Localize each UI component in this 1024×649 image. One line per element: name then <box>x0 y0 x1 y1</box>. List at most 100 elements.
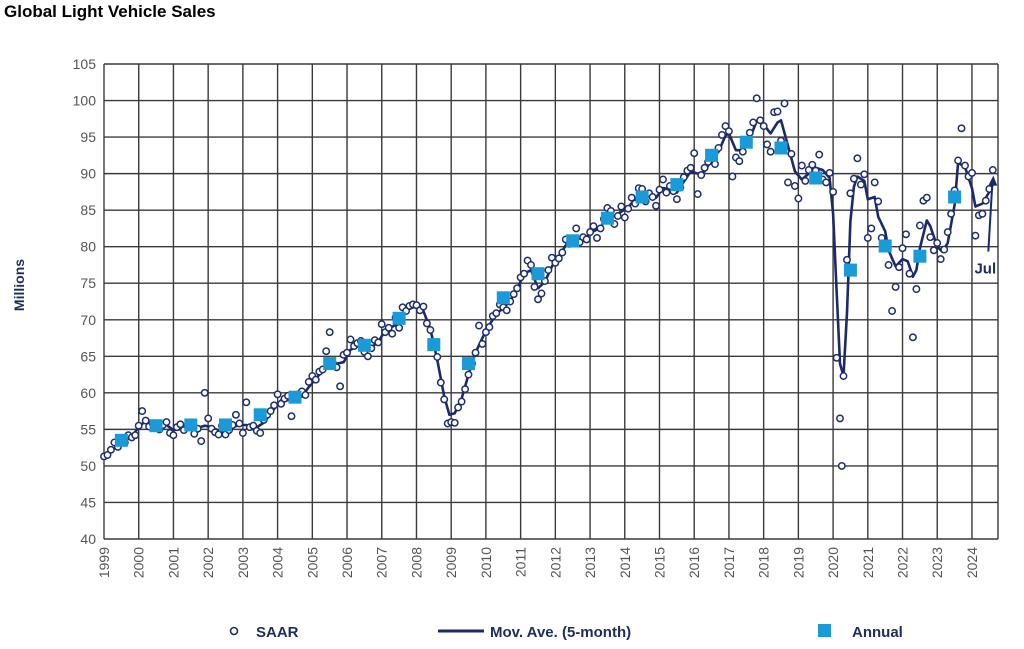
x-tick-label: 2002 <box>200 547 216 578</box>
saar-point <box>256 429 265 437</box>
saar-point <box>106 445 115 454</box>
y-tick-label: 85 <box>80 202 96 218</box>
saar-point <box>936 255 945 264</box>
annotation-label: Jul <box>974 261 996 278</box>
saar-point <box>558 248 567 257</box>
x-tick-label: 2008 <box>408 547 424 578</box>
legend-saar-marker <box>229 626 239 636</box>
annual-point <box>635 190 649 204</box>
saar-point <box>627 193 636 202</box>
saar-point <box>613 212 622 220</box>
annual-point <box>219 418 232 432</box>
saar-point <box>718 130 726 139</box>
saar-point <box>197 437 206 446</box>
saar-point <box>273 390 282 399</box>
saar-point <box>287 412 296 421</box>
saar-point <box>735 157 744 166</box>
saar-point <box>464 370 473 379</box>
saar-point <box>763 140 772 149</box>
y-tick-label: 60 <box>80 385 96 401</box>
saar-point <box>836 414 844 423</box>
annual-point <box>253 408 267 422</box>
saar-point <box>863 233 872 242</box>
saar-point <box>874 197 883 206</box>
saar-point <box>860 170 869 179</box>
saar-point <box>346 335 355 344</box>
saar-point <box>162 418 171 427</box>
saar-point <box>912 285 921 294</box>
annual-point <box>114 433 128 447</box>
saar-point <box>837 461 846 470</box>
x-tick-label: 2004 <box>270 547 286 578</box>
annual-point <box>913 249 927 263</box>
saar-point <box>902 230 910 239</box>
annual-point <box>288 390 302 404</box>
saar-point <box>898 244 907 253</box>
saar-point <box>940 245 949 254</box>
legend-annual-label: Annual <box>852 624 903 641</box>
saar-point <box>756 116 765 125</box>
saar-point <box>454 403 463 412</box>
saar-point <box>582 235 591 244</box>
saar-point <box>659 175 667 184</box>
x-tick-label: 2006 <box>339 547 355 578</box>
y-tick-label: 65 <box>80 348 96 364</box>
x-tick-labels: 1999 2000 2001 2002 2003 2004 2005 2006 2007 2008… <box>96 547 980 578</box>
annual-point <box>774 141 788 155</box>
saar-point <box>363 352 372 361</box>
saar-point <box>790 182 799 190</box>
saar-point <box>450 418 459 427</box>
x-tick-label: 2013 <box>582 547 598 578</box>
saar-point <box>988 166 997 174</box>
saar-point <box>204 414 213 423</box>
saar-point <box>485 323 494 332</box>
saar-point <box>971 231 980 240</box>
annual-point <box>496 291 510 305</box>
saar-point <box>947 209 956 218</box>
saar-point <box>266 407 275 416</box>
saar-point <box>905 269 914 278</box>
annual-series <box>114 135 962 447</box>
saar-point <box>690 149 699 158</box>
annual-point <box>462 357 475 371</box>
saar-point <box>787 149 796 158</box>
saar-point <box>242 398 251 407</box>
saar-series <box>100 94 997 470</box>
saar-point <box>176 420 185 429</box>
y-tick-label: 45 <box>80 494 96 510</box>
x-tick-label: 2012 <box>547 547 563 578</box>
annual-point <box>357 338 371 352</box>
saar-point <box>457 397 466 406</box>
saar-point <box>436 378 445 387</box>
saar-point <box>738 147 747 156</box>
saar-point <box>870 178 879 187</box>
saar-point <box>943 228 952 237</box>
saar-point <box>662 188 671 197</box>
saar-point <box>825 168 834 177</box>
saar-point <box>794 194 803 203</box>
saar-point <box>169 431 178 440</box>
chart-title: Global Light Vehicle Sales <box>4 2 216 21</box>
x-tick-label: 2016 <box>686 547 702 578</box>
x-tick-label: 2019 <box>790 547 806 578</box>
saar-point <box>867 224 876 233</box>
saar-point <box>527 261 535 269</box>
saar-point <box>832 353 841 362</box>
legend-moving-average-label: Mov. Ave. (5-month) <box>490 624 631 641</box>
annual-point <box>427 338 441 352</box>
saar-point <box>801 176 810 185</box>
saar-point <box>461 385 470 394</box>
annual-point <box>670 178 684 192</box>
saar-point <box>686 163 695 172</box>
legend-annual-marker <box>818 624 831 637</box>
saar-point <box>784 178 792 187</box>
saar-point <box>138 407 147 416</box>
saar-point <box>513 284 522 293</box>
saar-point <box>968 168 976 177</box>
saar-point <box>422 319 431 328</box>
x-tick-label: 2003 <box>235 547 251 578</box>
annual-point <box>392 311 406 325</box>
y-tick-label: 80 <box>80 239 96 255</box>
saar-point <box>888 307 897 315</box>
saar-point <box>672 195 681 204</box>
